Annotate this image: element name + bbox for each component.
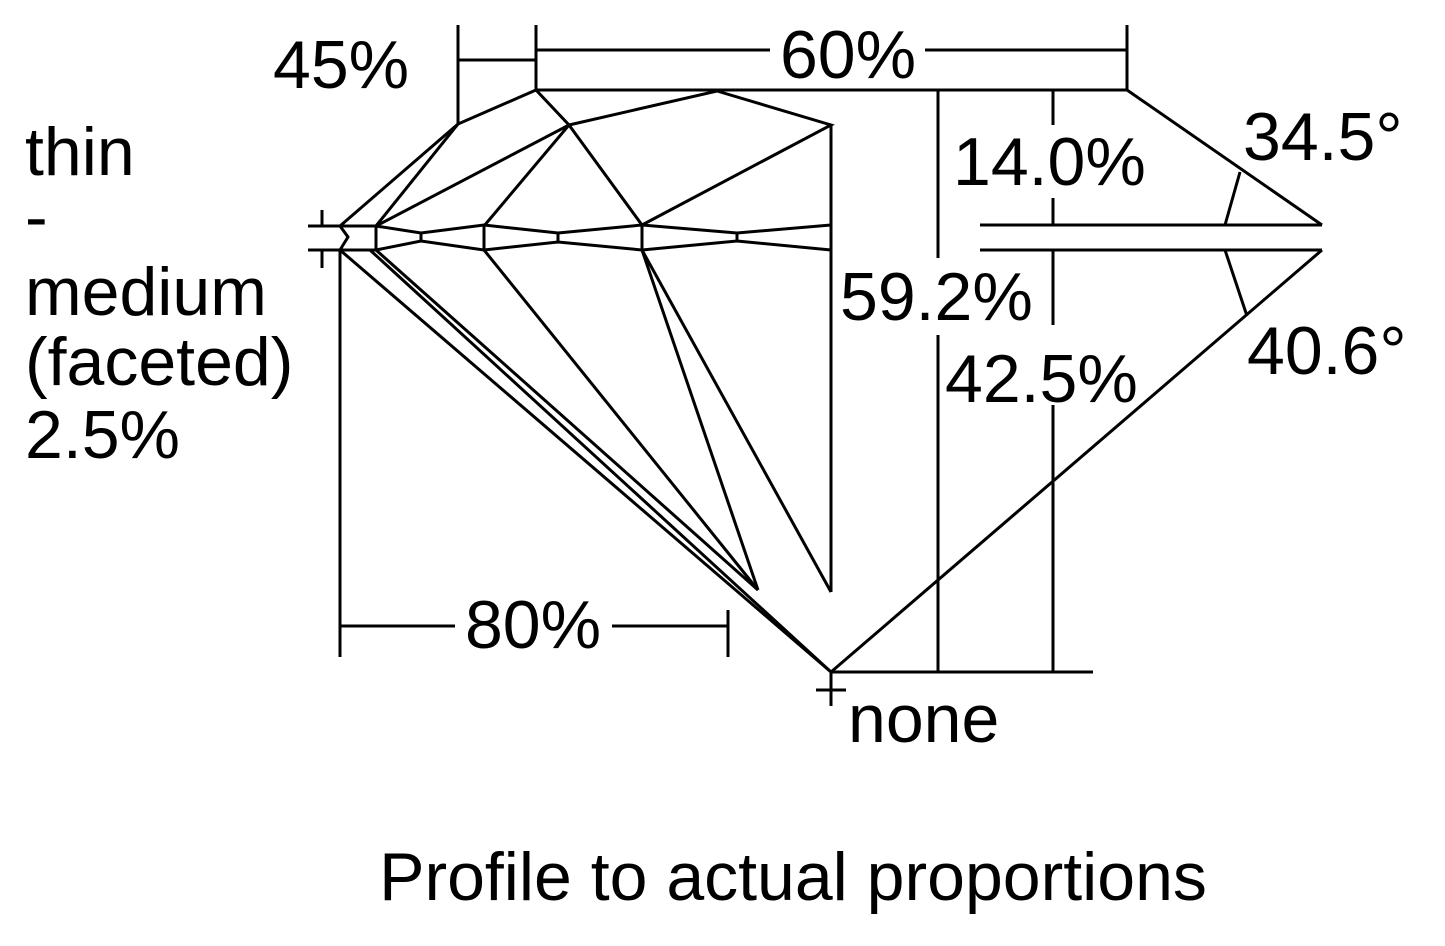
label-pavilion-depth: 42.5% [945,341,1138,417]
crosshair-girdle [308,210,340,268]
pavilion-facet [482,249,760,591]
label-lower-half: 80% [465,587,601,663]
pavilion-outline-right [830,248,1323,674]
crown-facet [374,123,460,227]
pavilion-facet [368,248,833,674]
label-table: 60% [780,17,916,93]
crown-facet [482,124,571,227]
pavilion-angle-arc [1223,249,1249,317]
diamond-outline [338,88,1323,674]
label-crown-angle: 34.5° [1243,99,1403,175]
pavilion-facet [375,248,759,592]
girdle-top [340,223,832,235]
crown-facet [568,89,835,227]
label-total-depth: 59.2% [840,259,1033,335]
caption: Profile to actual proportions [379,839,1207,915]
pavilion-facet [640,249,760,591]
crown-facet [375,123,570,228]
label-girdle-dash: - [25,179,48,255]
pavilion-facet [640,249,833,593]
label-crown-height: 14.0% [953,124,1146,200]
crown-facet [534,88,644,226]
girdle-bottom [340,239,832,252]
crosshair-culet [816,672,846,706]
dimension-lines [308,25,1129,706]
label-girdle-pct: 2.5% [25,397,180,473]
label-pavilion-angle: 40.6° [1247,313,1407,389]
crown-angle-arc [1223,171,1242,226]
label-girdle-faceted: (faceted) [25,324,293,400]
label-culet: none [848,681,999,757]
labels: 45% 60% thin - medium (faceted) 2.5% 14.… [25,17,1407,915]
label-crown-ratio: 45% [273,27,409,103]
girdle-edge [338,225,350,251]
pavilion-outline [339,248,832,674]
label-girdle-thin: thin [25,114,135,190]
label-girdle-medium: medium [25,254,267,330]
